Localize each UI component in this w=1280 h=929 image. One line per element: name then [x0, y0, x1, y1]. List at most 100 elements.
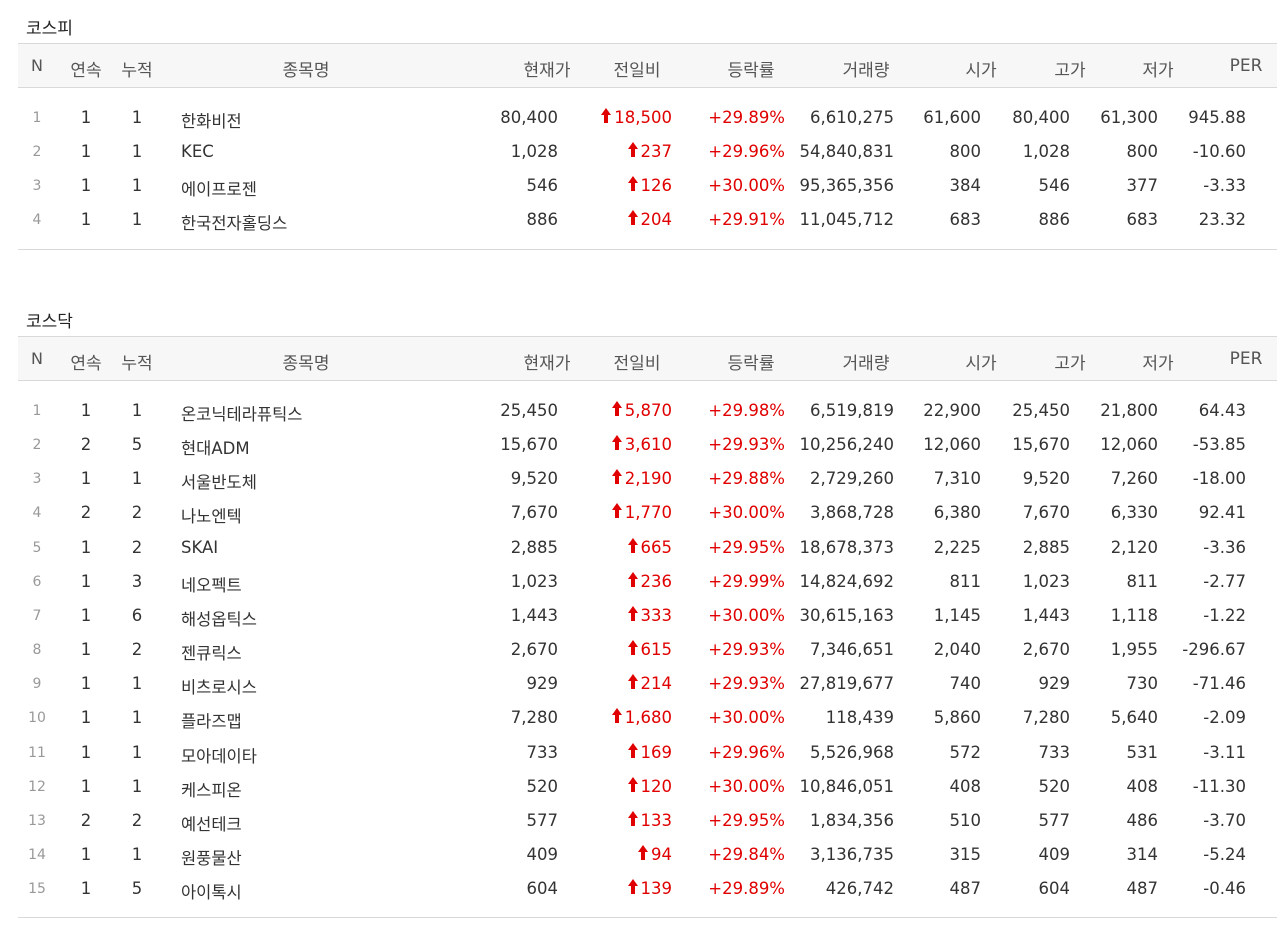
cumul-cell: 1 [131, 708, 143, 728]
rate-cell: +30.00% [708, 776, 785, 796]
open-cell: 61,600 [923, 108, 981, 127]
change-cell: 133 [627, 810, 672, 830]
stock-name-link[interactable]: 나노엔텍 [181, 507, 242, 527]
header-per: PER [1229, 349, 1263, 369]
header-high: 고가 [1054, 354, 1086, 374]
change-value: 169 [640, 742, 673, 762]
rate-cell: +29.96% [708, 742, 785, 762]
change-value: 615 [640, 640, 673, 660]
streak-cell: 1 [80, 176, 92, 196]
per-cell: -3.70 [1203, 810, 1246, 830]
open-cell: 487 [949, 879, 982, 899]
price-cell: 9,520 [510, 469, 558, 489]
change-value: 94 [651, 844, 672, 864]
rank-cell: 11 [28, 744, 46, 761]
rank-cell: 9 [32, 676, 42, 693]
change-value: 139 [640, 879, 673, 899]
arrow-up-icon [611, 401, 622, 417]
rate-cell: +30.00% [708, 605, 785, 625]
stock-name-link[interactable]: 한화비전 [181, 112, 242, 131]
kosdaq-section: 코스닥 N 연속 누적 종목명 현재가 전일비 등락률 거래량 시가 고가 저가 PER 1 1 1 온코닉테라… [18, 293, 1277, 919]
volume-cell: 27,819,677 [799, 674, 894, 694]
volume-cell: 2,729,260 [810, 469, 894, 489]
arrow-up-icon [627, 640, 638, 656]
per-cell: 92.41 [1198, 503, 1246, 523]
low-cell: 730 [1126, 674, 1159, 694]
price-cell: 15,670 [500, 435, 558, 455]
price-cell: 1,028 [510, 142, 558, 162]
arrow-up-icon [611, 435, 622, 451]
table-row: 14 1 1 원풍물산 409 94 +29.84% 3,136,735 315 409 314 -5… [18, 837, 1277, 871]
open-cell: 510 [949, 810, 982, 830]
arrow-up-icon [627, 879, 638, 895]
rate-cell: +29.89% [708, 879, 785, 899]
volume-cell: 6,610,275 [810, 108, 894, 127]
low-cell: 1,955 [1110, 640, 1158, 660]
section-title: 코스닥 [26, 312, 73, 332]
header-volume: 거래량 [842, 354, 890, 374]
volume-cell: 10,256,240 [799, 435, 894, 455]
cumul-cell: 2 [131, 810, 143, 830]
stock-name-link[interactable]: 네오펙트 [181, 575, 242, 595]
low-cell: 21,800 [1100, 401, 1158, 420]
stock-name-link[interactable]: KEC [181, 142, 214, 162]
table-row: 1 1 1 한화비전 80,400 18,500 +29.89% 6,610,275 61,60… [18, 100, 1277, 134]
volume-cell: 6,519,819 [810, 401, 894, 420]
per-cell: -2.77 [1203, 571, 1246, 591]
change-cell: 169 [627, 742, 673, 762]
stock-name-link[interactable]: 현대ADM [181, 439, 250, 459]
change-cell: 237 [627, 142, 672, 161]
change-cell: 120 [627, 776, 673, 796]
stock-name-link[interactable]: 온코닉테라퓨틱스 [181, 405, 303, 424]
stock-name-link[interactable]: 아이톡시 [181, 883, 242, 903]
stock-name-link[interactable]: 케스피온 [181, 780, 242, 800]
cumul-cell: 6 [131, 605, 143, 625]
rank-cell: 1 [32, 110, 42, 126]
per-cell: -3.36 [1203, 537, 1246, 557]
stock-name-link[interactable]: 플라즈맵 [181, 712, 242, 732]
low-cell: 12,060 [1100, 435, 1158, 455]
arrow-up-icon [627, 776, 638, 793]
stock-name-link[interactable]: 해성옵틱스 [181, 609, 257, 629]
change-value: 120 [640, 776, 673, 796]
kospi-section: 코스피 N 연속 누적 종목명 현재가 전일비 등락률 거래량 시가 고가 저가 PER 1 1 1 한화비전 8… [18, 0, 1277, 290]
rate-cell: +29.91% [708, 210, 785, 230]
arrow-up-icon [627, 176, 638, 192]
table-row: 10 1 1 플라즈맵 7,280 1,680 +30.00% 118,439 5,860 7,2… [18, 700, 1277, 734]
rank-cell: 14 [28, 846, 46, 863]
price-cell: 733 [526, 742, 559, 762]
arrow-up-icon [627, 537, 638, 554]
open-cell: 811 [949, 571, 982, 591]
streak-cell: 2 [80, 810, 92, 830]
table-row: 13 2 2 예선테크 577 133 +29.95% 1,834,356 510 577 486 -… [18, 803, 1277, 837]
stock-name-link[interactable]: SKAI [181, 537, 219, 557]
header-open: 시가 [965, 61, 997, 81]
header-low: 저가 [1142, 354, 1174, 374]
per-cell: -296.67 [1182, 640, 1246, 660]
stock-name-link[interactable]: 예선테크 [181, 814, 242, 834]
stock-name-link[interactable]: 모아데이타 [181, 746, 257, 766]
change-value: 1,680 [624, 708, 672, 728]
price-cell: 577 [526, 810, 559, 830]
volume-cell: 30,615,163 [799, 605, 894, 625]
arrow-up-icon [611, 503, 622, 519]
rank-cell: 8 [32, 642, 42, 659]
rank-cell: 2 [32, 144, 42, 161]
stock-name-link[interactable]: 에이프로젠 [181, 180, 257, 200]
header-low: 저가 [1142, 61, 1174, 81]
per-cell: -71.46 [1192, 674, 1246, 694]
volume-cell: 7,346,651 [810, 640, 894, 660]
stock-name-link[interactable]: 젠큐릭스 [181, 644, 242, 664]
rate-cell: +30.00% [708, 176, 785, 196]
low-cell: 7,260 [1110, 469, 1158, 489]
header-change: 전일비 [613, 354, 661, 374]
cumul-cell: 1 [131, 844, 143, 864]
stock-name-link[interactable]: 원풍물산 [181, 848, 242, 868]
stock-name-link[interactable]: 비츠로시스 [181, 678, 257, 698]
per-cell: 945.88 [1188, 108, 1246, 127]
stock-name-link[interactable]: 서울반도체 [181, 473, 257, 493]
stock-name-link[interactable]: 한국전자홀딩스 [181, 214, 288, 234]
rate-cell: +29.98% [708, 401, 785, 420]
change-cell: 126 [627, 176, 672, 195]
open-cell: 2,040 [933, 640, 981, 660]
